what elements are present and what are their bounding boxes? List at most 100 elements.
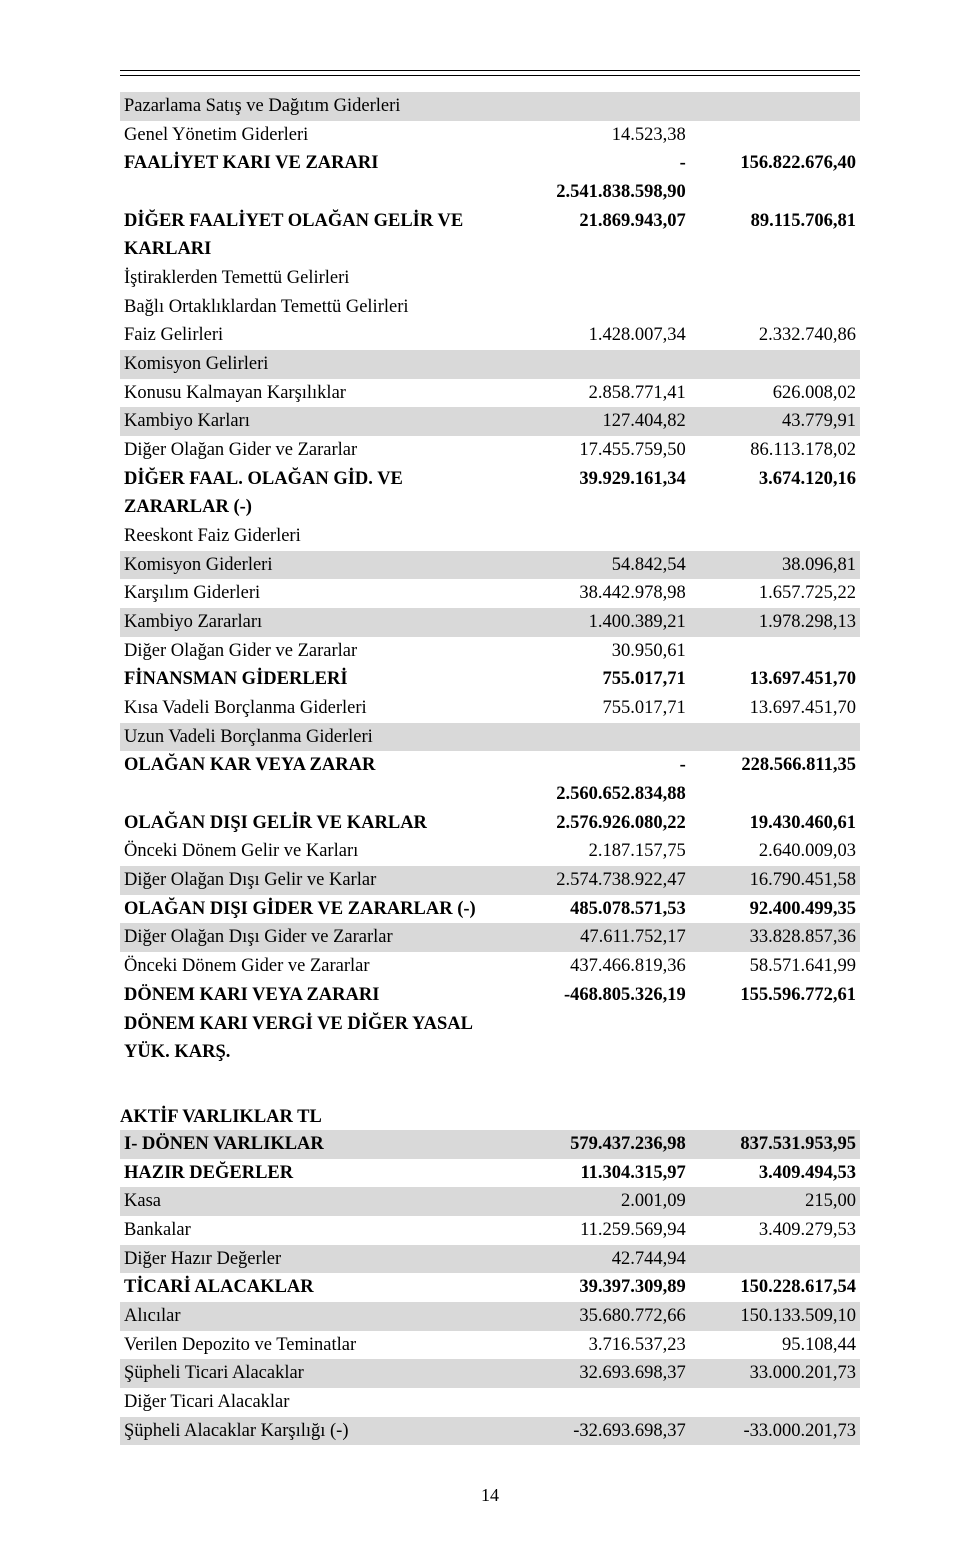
row-value-1: 437.466.819,36 [520,952,690,981]
row-value-1: 21.869.943,07 [520,207,690,264]
row-value-2: 3.674.120,16 [690,465,860,522]
row-label: OLAĞAN DIŞI GELİR VE KARLAR [120,809,520,838]
row-value-2 [690,121,860,150]
row-value-1: 579.437.236,98 [520,1130,690,1159]
row-value-1: 11.259.569,94 [520,1216,690,1245]
row-label: FİNANSMAN GİDERLERİ [120,665,520,694]
row-label: DÖNEM KARI VERGİ VE DİĞER YASALYÜK. KARŞ… [120,1010,520,1067]
row-value-1: 39.929.161,34 [520,465,690,522]
table-row: TİCARİ ALACAKLAR39.397.309,89150.228.617… [120,1273,860,1302]
table-row: Uzun Vadeli Borçlanma Giderleri [120,723,860,752]
row-label: Şüpheli Alacaklar Karşılığı (-) [120,1417,520,1446]
row-label: Önceki Dönem Gelir ve Karları [120,837,520,866]
row-value-1 [520,1388,690,1417]
row-value-1: 35.680.772,66 [520,1302,690,1331]
table-row: İştiraklerden Temettü Gelirleri [120,264,860,293]
row-value-1: 2.576.926.080,22 [520,809,690,838]
table-row: Komisyon Giderleri54.842,5438.096,81 [120,551,860,580]
table-row: Diğer Olağan Gider ve Zararlar17.455.759… [120,436,860,465]
row-value-2: 86.113.178,02 [690,436,860,465]
row-value-2: 95.108,44 [690,1331,860,1360]
assets-header: AKTİF VARLIKLAR TL [120,1107,860,1128]
row-value-1: 755.017,71 [520,694,690,723]
table-row: OLAĞAN DIŞI GELİR VE KARLAR2.576.926.080… [120,809,860,838]
table-row: Şüpheli Alacaklar Karşılığı (-)-32.693.6… [120,1417,860,1446]
row-value-1: 755.017,71 [520,665,690,694]
row-value-2: 19.430.460,61 [690,809,860,838]
row-value-2 [690,92,860,121]
table-row: FAALİYET KARI VE ZARARI-2.541.838.598,90… [120,149,860,206]
row-label: Diğer Olağan Gider ve Zararlar [120,436,520,465]
row-value-2 [690,1245,860,1274]
table-row: Genel Yönetim Giderleri14.523,38 [120,121,860,150]
row-label: DİĞER FAALİYET OLAĞAN GELİR VEKARLARI [120,207,520,264]
table-row: Önceki Dönem Gelir ve Karları2.187.157,7… [120,837,860,866]
row-value-2: 33.000.201,73 [690,1359,860,1388]
row-label: Diğer Olağan Dışı Gider ve Zararlar [120,923,520,952]
row-value-2: 89.115.706,81 [690,207,860,264]
row-value-1: -468.805.326,19 [520,981,690,1010]
table-row: HAZIR DEĞERLER11.304.315,973.409.494,53 [120,1159,860,1188]
row-label: Diğer Olağan Dışı Gelir ve Karlar [120,866,520,895]
table-row: Kambiyo Zararları1.400.389,211.978.298,1… [120,608,860,637]
row-value-2: 150.133.509,10 [690,1302,860,1331]
row-value-1: 54.842,54 [520,551,690,580]
table-row: Kambiyo Karları127.404,8243.779,91 [120,407,860,436]
row-value-1: -32.693.698,37 [520,1417,690,1446]
table-row: Faiz Gelirleri1.428.007,342.332.740,86 [120,321,860,350]
table-row: Kasa2.001,09215,00 [120,1187,860,1216]
row-value-2: 155.596.772,61 [690,981,860,1010]
row-value-1 [520,293,690,322]
row-value-1: -2.541.838.598,90 [520,149,690,206]
row-value-1: 2.187.157,75 [520,837,690,866]
row-value-2: 837.531.953,95 [690,1130,860,1159]
row-value-1: 17.455.759,50 [520,436,690,465]
table-row: DÖNEM KARI VERGİ VE DİĞER YASALYÜK. KARŞ… [120,1010,860,1067]
row-label: Verilen Depozito ve Teminatlar [120,1331,520,1360]
row-label: FAALİYET KARI VE ZARARI [120,149,520,206]
row-value-2 [690,293,860,322]
row-value-1: 127.404,82 [520,407,690,436]
row-value-2: 13.697.451,70 [690,694,860,723]
row-value-2: 38.096,81 [690,551,860,580]
table-row: Diğer Olağan Gider ve Zararlar30.950,61 [120,637,860,666]
table-row: Önceki Dönem Gider ve Zararlar437.466.81… [120,952,860,981]
row-value-1: 1.428.007,34 [520,321,690,350]
page-number: 14 [120,1485,860,1506]
row-label: Diğer Ticari Alacaklar [120,1388,520,1417]
row-value-2: 2.332.740,86 [690,321,860,350]
row-value-2: 1.978.298,13 [690,608,860,637]
row-label: Genel Yönetim Giderleri [120,121,520,150]
row-value-2 [690,264,860,293]
table-row: FİNANSMAN GİDERLERİ755.017,7113.697.451,… [120,665,860,694]
row-value-2: 626.008,02 [690,379,860,408]
row-label: Komisyon Giderleri [120,551,520,580]
table-row: DİĞER FAALİYET OLAĞAN GELİR VEKARLARI21.… [120,207,860,264]
table-row: Diğer Hazır Değerler42.744,94 [120,1245,860,1274]
table-row: Diğer Ticari Alacaklar [120,1388,860,1417]
row-value-1: 47.611.752,17 [520,923,690,952]
row-value-2: 92.400.499,35 [690,895,860,924]
table-row: DÖNEM KARI VEYA ZARARI-468.805.326,19155… [120,981,860,1010]
row-label: Karşılım Giderleri [120,579,520,608]
row-value-1: 2.858.771,41 [520,379,690,408]
table-row: OLAĞAN DIŞI GİDER VE ZARARLAR (-)485.078… [120,895,860,924]
row-label: HAZIR DEĞERLER [120,1159,520,1188]
table-row: Verilen Depozito ve Teminatlar3.716.537,… [120,1331,860,1360]
row-value-2: 16.790.451,58 [690,866,860,895]
row-value-1: 2.574.738.922,47 [520,866,690,895]
row-label: Bankalar [120,1216,520,1245]
table-row: Komisyon Gelirleri [120,350,860,379]
row-value-2: 2.640.009,03 [690,837,860,866]
row-label: Bağlı Ortaklıklardan Temettü Gelirleri [120,293,520,322]
income-statement-table: Pazarlama Satış ve Dağıtım GiderleriGene… [120,92,860,1067]
row-value-2: 228.566.811,35 [690,751,860,808]
row-value-2: 13.697.451,70 [690,665,860,694]
row-value-2: 215,00 [690,1187,860,1216]
row-value-1 [520,522,690,551]
table-row: Bankalar11.259.569,943.409.279,53 [120,1216,860,1245]
row-value-1 [520,92,690,121]
row-value-2 [690,522,860,551]
row-value-2: 58.571.641,99 [690,952,860,981]
row-value-1: 2.001,09 [520,1187,690,1216]
